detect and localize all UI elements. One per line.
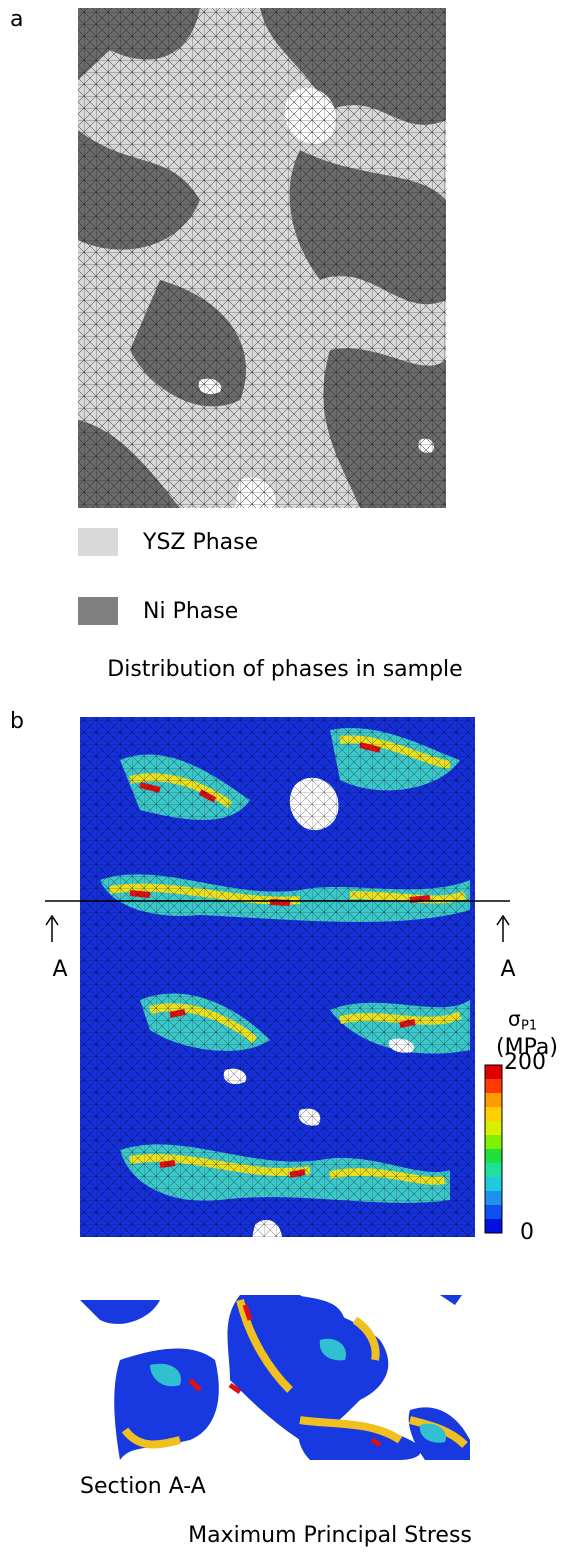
stress-image [80,717,475,1237]
colorbar-min: 0 [520,1220,534,1245]
section-image [80,1295,470,1460]
section-mark: A [52,957,67,982]
colorbar-symbol: σ [508,1007,521,1031]
colorbar [484,1064,503,1234]
legend-label: YSZ Phase [142,530,258,555]
legend-swatch [78,528,118,556]
phase-image [78,8,446,509]
section-arrows [45,914,510,942]
section-caption: Section A-A [80,1474,206,1499]
colorbar-unit: (MPa) [496,1035,558,1060]
legend-label: Ni Phase [143,599,238,624]
panel-label: a [10,7,23,32]
section-mark: A [500,957,515,982]
caption: Maximum Principal Stress [188,1523,472,1548]
panel-label: b [10,709,24,734]
legend-swatch [78,597,118,625]
colorbar-max: 200 [504,1050,546,1075]
colorbar-subscript: P1 [521,1019,537,1034]
caption: Distribution of phases in sample [107,657,462,682]
